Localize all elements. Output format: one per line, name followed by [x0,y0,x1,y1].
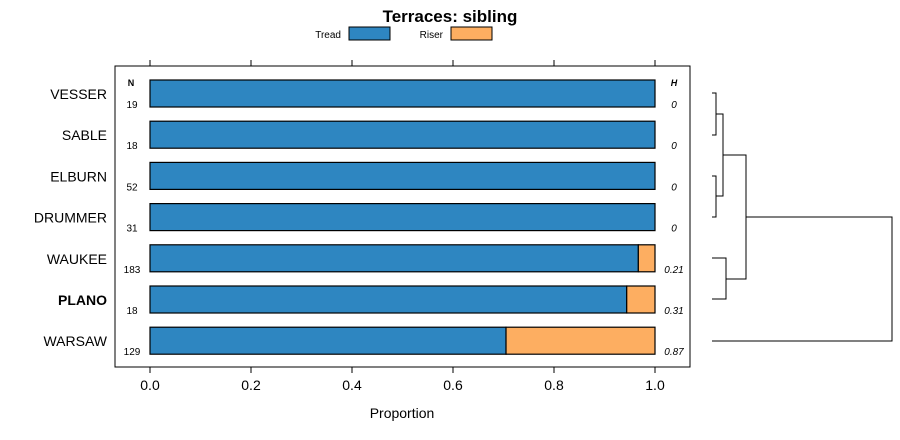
bar-segment-tread [149,79,656,108]
count-value: 52 [126,182,138,193]
category-label: PLANO [58,292,107,308]
legend-label: Tread [315,30,341,41]
plot-frame [114,65,691,368]
legend-swatch [348,26,391,41]
dendrogram-branch [716,113,724,197]
x-tick-label: 0.0 [140,377,160,393]
count-header: N [128,78,135,88]
count-value: 18 [126,141,138,152]
dendrogram-branch [712,216,893,342]
count-value: 19 [126,100,138,111]
category-label: WAUKEE [47,251,107,267]
h-value: 0 [671,224,677,235]
h-value: 0.31 [664,306,683,317]
count-value: 183 [124,265,141,276]
h-value: 0.21 [664,265,683,276]
category-label: SABLE [62,127,107,143]
legend-label: Riser [420,30,444,41]
bar-segment-tread [149,326,507,355]
x-axis-label: Proportion [370,405,435,421]
x-tick-label: 1.0 [645,377,665,393]
top-axis-ticks [149,60,656,66]
chart-title: Terraces: sibling [383,7,518,26]
category-label: WARSAW [43,333,107,349]
dendrogram-branch [712,92,717,136]
x-tick-label: 0.2 [241,377,261,393]
h-header: H [671,78,678,88]
count-value: 31 [126,224,138,235]
x-tick-label: 0.8 [544,377,564,393]
h-value: 0 [671,100,677,111]
count-value: 18 [126,306,138,317]
x-tick-label: 0.6 [443,377,463,393]
bar-segment-tread [149,244,639,273]
bar-segment-tread [149,285,628,314]
category-label: ELBURN [50,168,107,184]
bar-segment-riser [626,285,656,314]
bar-segment-riser [637,244,656,273]
x-tick-label: 0.4 [342,377,362,393]
category-label: DRUMMER [34,210,107,226]
bars-layer [149,79,656,355]
dendrogram-branch [712,175,717,218]
bar-segment-tread [149,161,656,190]
h-value: 0 [671,182,677,193]
count-value: 129 [124,347,141,358]
row-labels: VESSER 19 0 SABLE 18 0 ELBURN 52 0 DRUMMER 31 0 WAUK… [34,86,684,358]
category-label: VESSER [50,86,107,102]
bar-segment-tread [149,120,656,149]
legend: Tread Riser [315,26,493,41]
bar-segment-tread [149,203,656,232]
dendrogram [712,92,893,342]
dendrogram-branch [712,257,727,300]
h-value: 0.87 [664,347,684,358]
h-value: 0 [671,141,677,152]
bar-segment-riser [505,326,656,355]
legend-swatch [450,26,493,41]
x-axis: 0.0 0.2 0.4 0.6 0.8 1.0 [140,367,665,393]
